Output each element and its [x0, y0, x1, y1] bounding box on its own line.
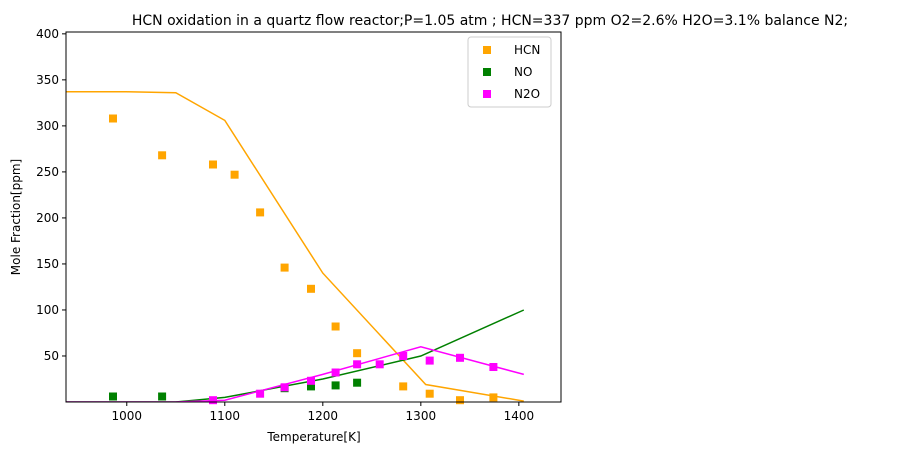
data-point-no — [353, 378, 362, 387]
data-point-hcn — [353, 349, 362, 358]
legend-label-no: NO — [514, 65, 532, 79]
legend-box — [467, 36, 552, 108]
x-tick-label: 1100 — [210, 409, 241, 423]
data-point-hcn — [209, 160, 217, 169]
y-tick-label: 50 — [44, 349, 59, 363]
x-tick-label: 1300 — [406, 409, 437, 423]
legend-marker-n2o — [483, 90, 491, 98]
y-tick-label: 400 — [36, 27, 59, 41]
axes-frame — [65, 31, 562, 403]
data-point-n2o — [209, 396, 217, 405]
series-line-n2o — [66, 346, 524, 402]
data-point-n2o — [307, 376, 315, 385]
legend-label-n2o: N2O — [514, 87, 540, 101]
y-tick-label: 200 — [36, 211, 59, 225]
data-point-no — [307, 382, 315, 391]
data-point-n2o — [456, 353, 464, 362]
data-point-n2o — [280, 383, 289, 392]
data-point-no — [331, 381, 340, 390]
data-point-n2o — [399, 352, 408, 360]
legend: HCN NO N2O — [467, 36, 552, 108]
data-point-hcn — [489, 393, 498, 402]
data-point-hcn — [399, 382, 408, 391]
data-point-hcn — [456, 396, 464, 405]
x-tick-label: 1200 — [308, 409, 339, 423]
data-point-n2o — [489, 363, 498, 371]
y-axis-label: Mole Fraction[ppm] — [9, 159, 23, 275]
data-point-hcn — [307, 284, 315, 293]
legend-label-hcn: HCN — [514, 43, 540, 57]
data-point-no — [158, 392, 167, 401]
data-point-n2o — [353, 360, 362, 369]
data-point-n2o — [331, 368, 340, 377]
y-tick-label: 150 — [36, 257, 59, 271]
data-point-hcn — [256, 208, 265, 217]
plot-area: 1000 1100 1200 1300 1400 50 100 150 200 250 300 350… — [36, 27, 562, 423]
chart-title: HCN oxidation in a quartz flow reactor;P… — [132, 13, 848, 29]
y-tick-label: 350 — [36, 73, 59, 87]
data-point-n2o — [256, 389, 265, 398]
legend-marker-no — [483, 68, 491, 76]
data-point-hcn — [158, 151, 167, 160]
series-line-no — [66, 309, 525, 402]
data-point-hcn — [230, 170, 239, 179]
x-axis-label: Temperature[K] — [266, 430, 360, 444]
data-point-hcn — [425, 389, 434, 398]
series-line-hcn — [66, 91, 524, 402]
y-tick-label: 100 — [36, 303, 59, 317]
x-tick-label: 1400 — [504, 409, 535, 423]
legend-marker-hcn — [483, 46, 491, 54]
data-point-hcn — [331, 322, 340, 331]
data-point-no — [109, 392, 117, 401]
x-tick-label: 1000 — [111, 409, 142, 423]
y-tick-label: 300 — [36, 119, 59, 133]
y-tick-label: 250 — [36, 165, 59, 179]
data-point-hcn — [280, 263, 289, 272]
data-point-hcn — [109, 114, 117, 123]
data-point-n2o — [425, 356, 434, 365]
data-point-n2o — [375, 360, 384, 369]
